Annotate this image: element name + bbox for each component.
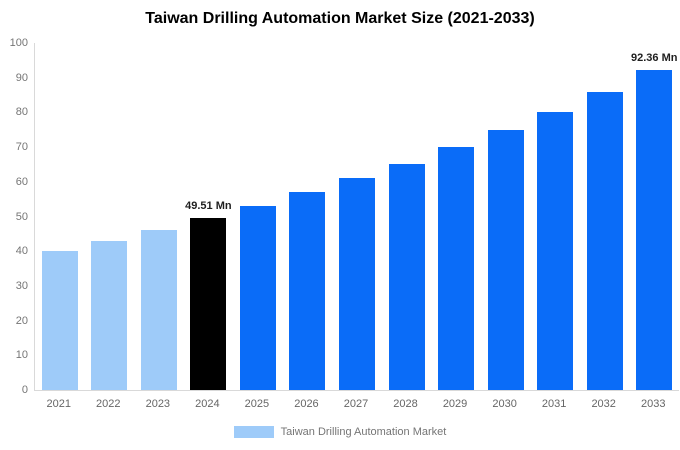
bar-2031[interactable] [537, 112, 574, 390]
x-axis: 2021 2022 2023 2024 2025 2026 2027 2028 2029 2030… [34, 397, 678, 413]
value-label-2033: 92.36 Mn [630, 51, 678, 64]
bar-2028[interactable] [388, 164, 425, 390]
bar-2024[interactable] [190, 218, 227, 390]
x-tick-2021: 2021 [46, 398, 71, 410]
bar-2030[interactable] [487, 129, 524, 390]
y-tick-100: 100 [9, 37, 28, 49]
y-tick-30: 30 [15, 279, 28, 292]
chart-title: Taiwan Drilling Automation Market Size (… [145, 10, 535, 27]
bar-2023[interactable] [140, 230, 177, 390]
y-axis: 0 10 20 30 40 50 60 70 80 90 100 [0, 37, 28, 396]
y-tick-40: 40 [15, 245, 28, 258]
bar-2032[interactable] [586, 91, 623, 390]
y-tick-50: 50 [15, 210, 28, 223]
y-tick-70: 70 [15, 141, 28, 154]
x-tick-2022: 2022 [96, 398, 121, 410]
y-tick-80: 80 [15, 106, 28, 119]
x-tick-2030: 2030 [492, 398, 517, 410]
legend-swatch [233, 426, 274, 438]
y-tick-20: 20 [15, 314, 28, 327]
y-tick-0: 0 [21, 384, 28, 396]
x-tick-2028: 2028 [393, 398, 418, 410]
y-tick-10: 10 [15, 349, 28, 362]
x-tick-2031: 2031 [541, 398, 567, 410]
bar-2026[interactable] [289, 192, 326, 390]
x-tick-2027: 2027 [343, 398, 369, 410]
y-tick-60: 60 [15, 175, 28, 188]
x-tick-2032: 2032 [591, 398, 616, 410]
x-tick-2029: 2029 [442, 398, 468, 410]
bar-2029[interactable] [438, 147, 475, 390]
plot-area: 49.51 Mn 92.36 Mn [34, 43, 679, 391]
y-tick-90: 90 [15, 71, 28, 84]
x-tick-2024: 2024 [195, 398, 220, 410]
x-tick-2033: 2033 [640, 398, 666, 410]
x-tick-2023: 2023 [145, 398, 171, 410]
legend[interactable]: Taiwan Drilling Automation Market [0, 425, 680, 439]
bar-2033[interactable] [636, 69, 673, 390]
legend-label: Taiwan Drilling Automation Market [280, 426, 447, 438]
bar-2027[interactable] [339, 178, 375, 390]
x-tick-2026: 2026 [294, 398, 319, 410]
bar-2021[interactable] [41, 251, 78, 390]
bar-2022[interactable] [91, 240, 128, 390]
x-tick-2025: 2025 [244, 398, 270, 410]
value-label-2024: 49.51 Mn [185, 200, 232, 213]
bar-2025[interactable] [239, 206, 276, 390]
